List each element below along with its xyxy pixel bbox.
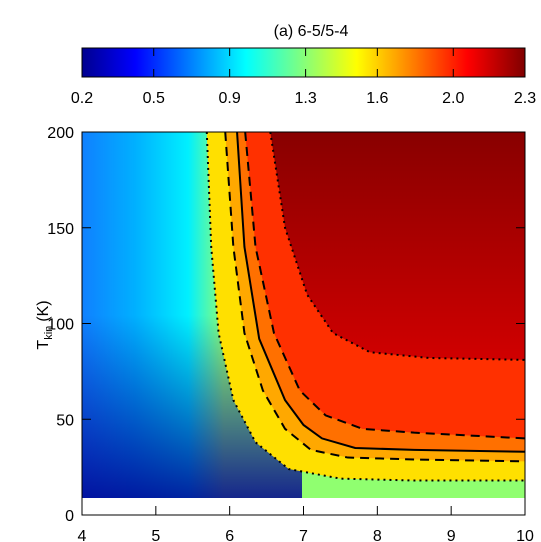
x-tick-label: 6 — [225, 528, 234, 542]
x-tick-label: 7 — [299, 528, 308, 542]
colorbar-tick-label: 0.5 — [143, 90, 165, 107]
colorbar-tick-label: 1.3 — [294, 90, 316, 107]
y-tick-label: 100 — [47, 317, 74, 334]
x-tick-label: 10 — [516, 528, 534, 542]
y-tick-label: 50 — [56, 412, 74, 429]
colorbar-tick-label: 0.9 — [219, 90, 241, 107]
colorbar-tick-label: 2.0 — [442, 90, 464, 107]
y-label-unit: (K) — [35, 300, 52, 321]
chart-title: (a) 6-5/5-4 — [274, 23, 349, 40]
y-label-main: T — [35, 340, 52, 350]
y-label-sub: kin — [43, 326, 55, 340]
contour-band — [270, 132, 525, 360]
y-tick-label: 150 — [47, 221, 74, 238]
y-axis-label: Tkin (K) — [35, 300, 55, 349]
colorbar-tick-label: 1.6 — [366, 90, 388, 107]
colorbar-tick-label: 0.2 — [71, 90, 93, 107]
contour-field — [82, 132, 525, 498]
x-tick-label: 4 — [78, 528, 87, 542]
contour-line — [224, 132, 525, 463]
y-tick-label: 200 — [47, 125, 74, 142]
colorbar-tick-label: 2.3 — [514, 90, 536, 107]
contour-line — [269, 132, 525, 361]
x-tick-label: 8 — [373, 528, 382, 542]
colorbar — [81, 47, 526, 78]
y-tick-label: 0 — [65, 508, 74, 525]
contour-line — [205, 132, 525, 482]
x-tick-label: 5 — [151, 528, 160, 542]
contour-line — [236, 132, 525, 453]
x-tick-label: 9 — [447, 528, 456, 542]
